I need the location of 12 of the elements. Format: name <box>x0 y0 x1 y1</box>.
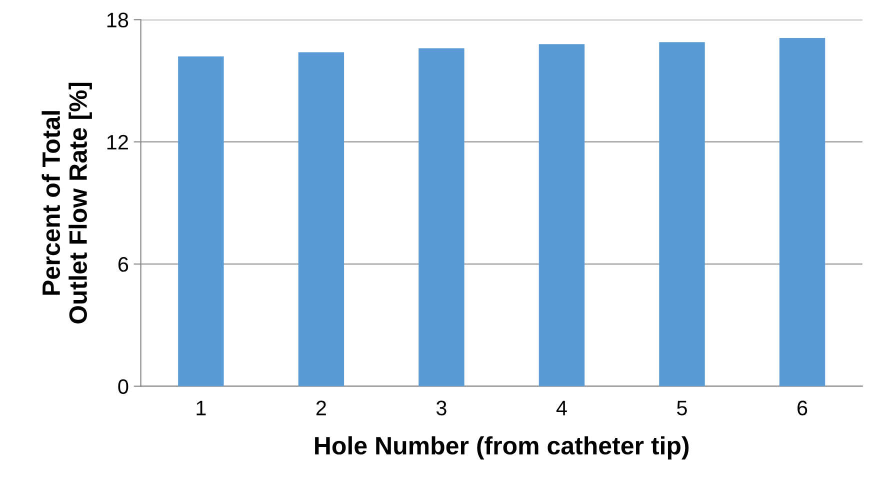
y-tick-label: 6 <box>118 257 128 272</box>
y-axis-title: Percent of Total Outlet Flow Rate [%] <box>42 82 92 324</box>
x-axis-title: Hole Number (from catheter tip) <box>315 436 689 460</box>
x-tick-label: 3 <box>436 400 446 416</box>
x-tick-label: 5 <box>677 400 687 416</box>
x-tick-label: 1 <box>196 400 206 416</box>
y-tick-label: 18 <box>107 12 128 28</box>
y-tick-label: 0 <box>118 379 128 394</box>
y-tick-label: 12 <box>107 134 128 150</box>
x-tick-label: 2 <box>316 400 326 416</box>
x-tick-label: 4 <box>556 400 567 416</box>
x-tick-label: 6 <box>798 400 808 416</box>
